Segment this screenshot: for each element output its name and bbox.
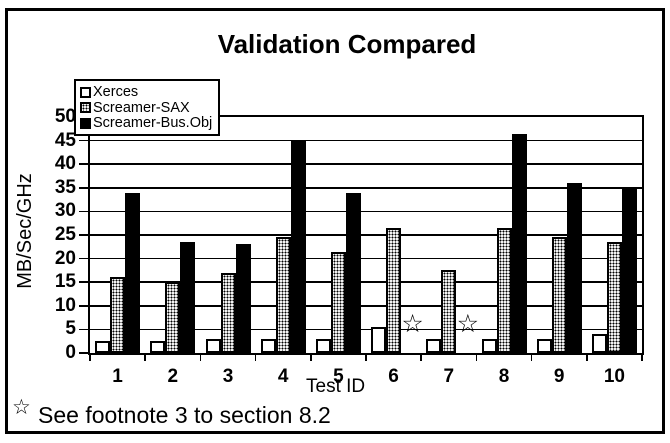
- x-axis-tick: [89, 355, 91, 361]
- chart-border: [5, 8, 665, 434]
- gridline: [90, 163, 642, 165]
- gridline: [90, 305, 642, 307]
- x-axis-tick-label: 7: [443, 366, 455, 387]
- bar-screamer-sax-test-10: [606, 242, 622, 353]
- gridline: [90, 210, 642, 213]
- y-axis-tick-label: 25: [54, 224, 76, 245]
- x-axis-tick: [475, 355, 478, 361]
- x-axis-tick-label: 10: [603, 366, 625, 387]
- y-axis-tick: [79, 281, 88, 283]
- bar-screamer-sax-test-7: [441, 270, 457, 353]
- footnote-star-icon: ☆: [12, 396, 31, 419]
- y-axis-tick-label: 50: [54, 106, 76, 127]
- y-axis-tick-label: 30: [54, 200, 76, 222]
- y-axis-tick-label: 20: [54, 247, 76, 269]
- bar-screamer-bus-obj-test-4: [290, 140, 306, 353]
- x-axis-tick: [144, 355, 146, 361]
- legend-swatch-icon: [80, 102, 91, 113]
- bar-xerces-test-10: [591, 334, 607, 353]
- x-axis-tick: [641, 355, 643, 361]
- legend-label: Screamer-Bus.Obj: [93, 115, 213, 131]
- gridline: [90, 328, 642, 331]
- legend-swatch-icon: [80, 86, 91, 98]
- bar-xerces-test-3: [205, 338, 221, 353]
- y-axis-tick-label: 35: [54, 176, 76, 198]
- x-axis-tick-label: 9: [553, 366, 565, 387]
- x-axis-tick-label: 6: [388, 366, 399, 387]
- y-axis-tick-label: 15: [54, 271, 76, 293]
- gridline: [90, 281, 642, 283]
- y-axis-tick-label: 45: [54, 129, 76, 151]
- gridline: [90, 234, 642, 236]
- legend: Xerces Screamer-SAX Screamer-Bus.Obj: [74, 79, 220, 136]
- bar-screamer-sax-test-9: [551, 237, 567, 353]
- x-axis-tick-label: 2: [167, 366, 179, 387]
- y-axis-tick-label: 10: [54, 294, 76, 316]
- legend-label: Screamer-SAX: [93, 99, 190, 116]
- y-axis-tick: [79, 234, 88, 236]
- x-axis-tick: [530, 355, 533, 361]
- x-axis-tick: [420, 355, 422, 361]
- bar-screamer-sax-test-1: [110, 277, 126, 353]
- chart-title: Validation Compared: [217, 29, 477, 59]
- x-axis-tick: [310, 355, 312, 361]
- x-axis-tick: [254, 355, 257, 361]
- x-axis-tick-label: 8: [498, 366, 510, 387]
- plot-area: ☆ ☆: [88, 115, 644, 355]
- legend-swatch-icon: [80, 117, 91, 129]
- bar-screamer-bus-obj-test-2: [180, 242, 196, 353]
- y-axis-tick: [79, 139, 88, 142]
- x-axis-tick: [365, 355, 367, 361]
- bar-screamer-bus-obj-test-5: [345, 192, 361, 353]
- x-axis-tick-label: 1: [112, 366, 123, 387]
- bar-screamer-sax-test-2: [165, 282, 181, 353]
- footnote-star-icon: ☆: [401, 310, 424, 338]
- x-axis-tick-label: 3: [222, 366, 234, 387]
- y-axis-title: MB/Sec/GHz: [14, 173, 36, 289]
- x-axis-tick: [199, 355, 202, 361]
- legend-label: Xerces: [93, 84, 139, 100]
- bar-xerces-test-8: [481, 338, 497, 353]
- x-axis-tick: [586, 355, 588, 361]
- y-axis-tick: [79, 305, 88, 307]
- legend-item-xerces: Xerces: [80, 84, 215, 100]
- y-axis-tick: [79, 163, 88, 165]
- x-axis-title: Test ID: [306, 376, 366, 397]
- bar-screamer-bus-obj-test-8: [511, 133, 527, 353]
- x-axis-tick-label: 4: [277, 366, 289, 387]
- x-axis-tick-label: 5: [333, 366, 344, 387]
- bar-xerces-test-5: [315, 338, 331, 353]
- legend-item-screamer-sax: Screamer-SAX: [80, 99, 215, 116]
- gridline: [90, 139, 642, 142]
- bar-xerces-test-1: [95, 341, 111, 353]
- footnote-star-icon: ☆: [456, 310, 479, 338]
- gridline: [90, 257, 642, 260]
- bar-xerces-test-9: [536, 338, 552, 353]
- y-axis-tick-label: 0: [65, 342, 76, 363]
- footnote-text: See footnote 3 to section 8.2: [38, 402, 331, 428]
- bar-screamer-bus-obj-test-10: [621, 187, 637, 353]
- bar-xerces-test-4: [260, 338, 276, 353]
- bar-screamer-bus-obj-test-9: [566, 183, 582, 353]
- y-axis-tick: [79, 210, 88, 213]
- y-axis-tick-label: 40: [54, 153, 76, 175]
- bar-screamer-sax-test-6: [386, 227, 402, 353]
- y-axis-tick: [79, 328, 88, 331]
- bar-screamer-bus-obj-test-1: [125, 192, 141, 353]
- bar-screamer-sax-test-8: [496, 227, 512, 353]
- bar-xerces-test-2: [150, 341, 166, 353]
- bar-screamer-sax-test-3: [220, 272, 236, 353]
- legend-item-screamer-bus-obj: Screamer-Bus.Obj: [80, 115, 215, 131]
- bar-screamer-bus-obj-test-3: [235, 244, 251, 353]
- y-axis-tick-label: 5: [65, 318, 76, 340]
- y-axis-tick: [79, 352, 88, 354]
- bar-xerces-test-7: [426, 338, 442, 353]
- gridline: [90, 187, 642, 189]
- bar-screamer-sax-test-5: [330, 251, 346, 353]
- bar-screamer-sax-test-4: [275, 237, 291, 353]
- y-axis-tick: [79, 187, 88, 189]
- y-axis-tick: [79, 257, 88, 260]
- bar-xerces-test-6: [371, 327, 387, 353]
